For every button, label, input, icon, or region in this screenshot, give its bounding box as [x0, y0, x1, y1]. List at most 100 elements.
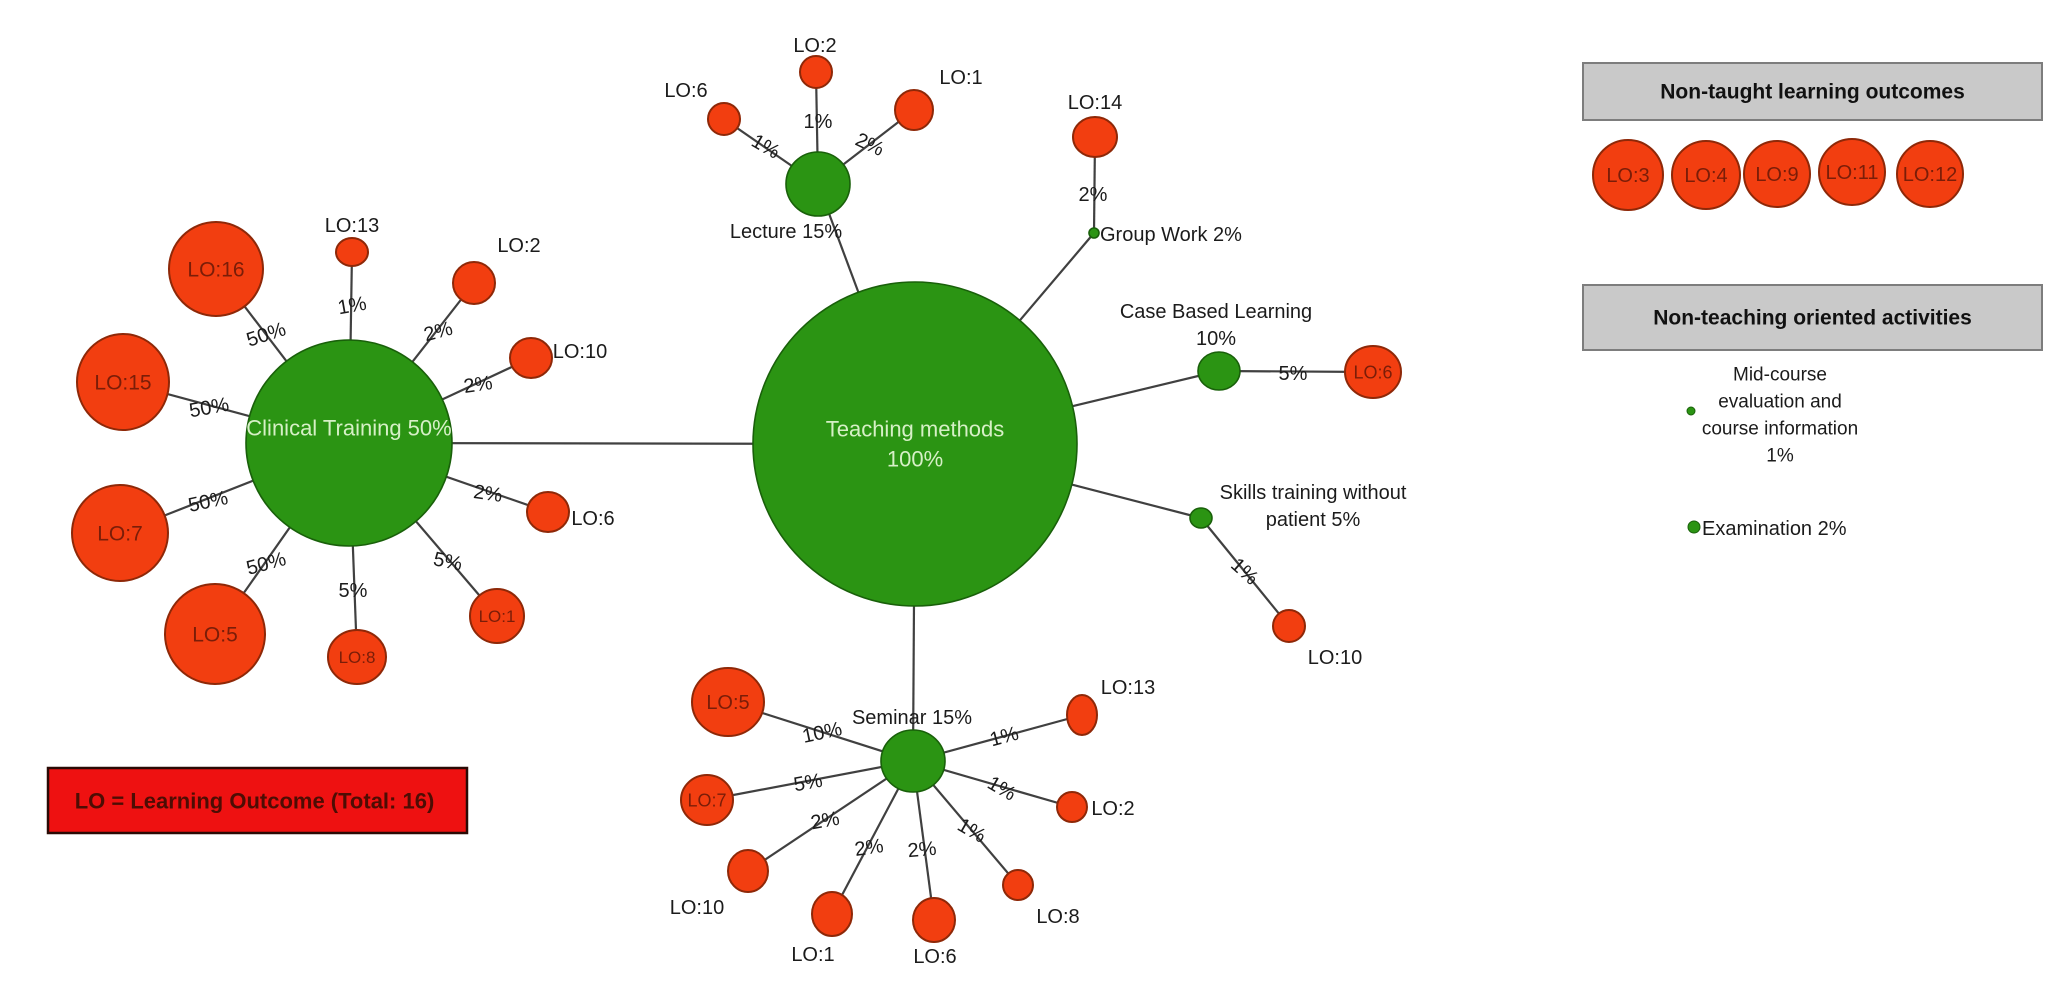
non-taught-circle-label: LO:12	[1903, 164, 1957, 186]
edge-label-lecture-l6: 1%	[747, 130, 783, 164]
lecture-label: Lecture 15%	[730, 221, 843, 243]
activity-label: Examination 2%	[1702, 518, 1847, 540]
c13-node	[335, 237, 369, 267]
edge-label-clinical-c7: 50%	[186, 487, 230, 517]
non-taught-circle-label: LO:4	[1684, 165, 1727, 187]
sm7-label: LO:7	[687, 790, 726, 810]
non-teaching-title: Non-teaching oriented activities	[1653, 307, 1972, 330]
c10-node	[509, 337, 553, 379]
skills-label: patient 5%	[1266, 509, 1361, 531]
edge-label-cbl-cbl6: 5%	[1279, 363, 1308, 385]
edge-label-clinical-c13: 1%	[336, 293, 369, 320]
edge-label-skills-s10: 1%	[1226, 554, 1262, 590]
cbl6-node	[1344, 345, 1402, 399]
sm10-label: LO:10	[670, 897, 724, 919]
c1-label: LO:1	[479, 607, 516, 626]
cbl-label: 10%	[1196, 328, 1236, 350]
l1-label: LO:1	[939, 67, 982, 89]
edge-label-clinical-c5: 50%	[244, 548, 289, 580]
sm2-node	[1056, 791, 1088, 823]
c5-node	[164, 583, 266, 685]
sm13-node	[1066, 694, 1098, 736]
edge-label-seminar-sm7: 5%	[792, 770, 825, 797]
edge-seminar-sm10	[747, 760, 914, 872]
sm6-label: LO:6	[913, 946, 956, 968]
sm10-node	[727, 849, 769, 893]
l2-label: LO:2	[793, 35, 836, 57]
legend-text: LO = Learning Outcome (Total: 16)	[75, 789, 435, 814]
teaching-label: 100%	[887, 447, 943, 472]
non-taught-circle-2	[1743, 140, 1811, 208]
edge-label-seminar-sm5: 10%	[800, 718, 844, 748]
non-teaching-header-box	[1582, 284, 2043, 351]
cbl-node	[1197, 351, 1241, 391]
skills-node	[1189, 507, 1213, 529]
edge-label-seminar-sm13: 1%	[987, 723, 1021, 752]
l14-label: LO:14	[1068, 92, 1122, 114]
non-taught-circle-1	[1671, 140, 1741, 210]
activity-label: evaluation and	[1718, 392, 1842, 413]
edge-label-groupwork-l14: 2%	[1079, 184, 1108, 206]
clinical-node	[245, 339, 453, 547]
edge-label-clinical-c2: 2%	[421, 318, 455, 347]
edge-label-seminar-sm8: 1%	[953, 814, 989, 848]
non-taught-circle-label: LO:11	[1826, 162, 1879, 184]
groupwork-label: Group Work 2%	[1100, 224, 1242, 246]
cbl-label: Case Based Learning	[1120, 301, 1312, 323]
labels-layer: Teaching methods 100% Clinical Training 50…	[94, 35, 1406, 968]
c6-label: LO:6	[571, 508, 614, 530]
c15-node	[76, 333, 170, 431]
groupwork-node	[1088, 227, 1100, 239]
sm13-label: LO:13	[1101, 677, 1155, 699]
s10-node	[1272, 609, 1306, 643]
l1-node	[894, 89, 934, 131]
skills-label: Skills training without	[1220, 482, 1407, 504]
activity-label: 1%	[1766, 446, 1794, 467]
sm1-label: LO:1	[791, 944, 834, 966]
clinical-label: Clinical Training 50%	[246, 416, 451, 441]
s10-label: LO:10	[1308, 647, 1362, 669]
edge-skills-s10	[1200, 517, 1290, 627]
non-taught-title: Non-taught learning outcomes	[1660, 81, 1965, 104]
panels-layer: LO = Learning Outcome (Total: 16) Non-tau…	[46, 62, 2043, 835]
c8-label: LO:8	[339, 648, 376, 667]
c16-label: LO:16	[187, 258, 244, 281]
c7-label: LO:7	[97, 522, 143, 545]
non-taught-circle-0	[1592, 139, 1664, 211]
c8-node	[327, 629, 387, 685]
sm6-node	[912, 897, 956, 943]
c10-label: LO:10	[553, 341, 607, 363]
nodes-layer	[71, 55, 1402, 943]
edge-seminar-sm7	[706, 759, 914, 802]
edge-label-clinical-c16: 50%	[244, 318, 289, 351]
activity-label: Mid-course	[1733, 365, 1827, 386]
cbl6-label: LO:6	[1353, 362, 1392, 382]
l6-node	[707, 102, 741, 136]
sm7-node	[680, 774, 734, 826]
edge-label-clinical-c6: 2%	[472, 481, 504, 507]
sm5-label: LO:5	[706, 692, 749, 714]
c6-node	[526, 491, 570, 533]
non-taught-circle-4	[1896, 140, 1964, 208]
edge-label-seminar-sm1: 2%	[853, 835, 885, 861]
edge-label-clinical-c8: 5%	[339, 580, 368, 602]
c13-label: LO:13	[325, 215, 379, 237]
teaching-label: Teaching methods	[826, 417, 1005, 442]
seminar-node	[880, 729, 946, 793]
sm1-node	[811, 891, 853, 937]
l2-node	[799, 55, 833, 89]
edge-label-seminar-sm10: 2%	[809, 808, 842, 835]
non-taught-circle-3	[1818, 138, 1886, 206]
edge-label-clinical-c15: 50%	[188, 394, 231, 423]
activity-dot	[1687, 520, 1701, 534]
non-taught-header-box	[1582, 62, 2043, 121]
edge-label-clinical-c10: 2%	[462, 372, 494, 398]
edge-label-seminar-sm6: 2%	[907, 838, 938, 862]
edge-label-lecture-l2: 1%	[804, 111, 833, 133]
l6-label: LO:6	[664, 80, 707, 102]
lecture-node	[785, 151, 851, 217]
edge-label-seminar-sm2: 1%	[983, 772, 1019, 806]
sm5-node	[691, 667, 765, 737]
non-taught-circle-label: LO:3	[1606, 165, 1649, 187]
